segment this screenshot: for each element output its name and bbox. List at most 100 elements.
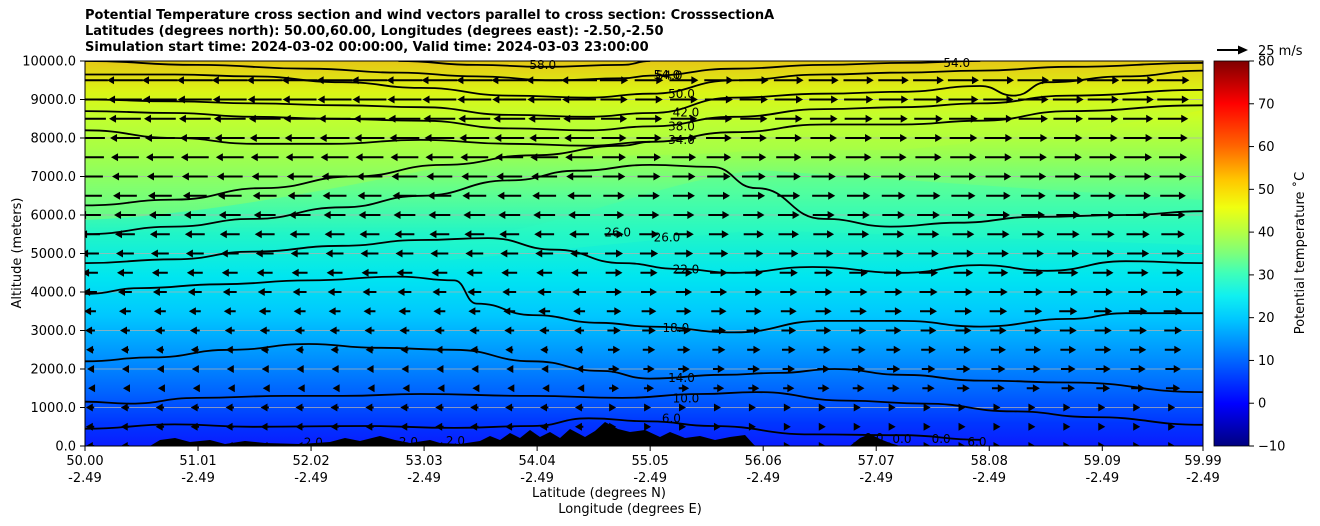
wind-vector	[352, 95, 387, 104]
wind-vector	[954, 307, 973, 316]
wind-vector	[1059, 326, 1077, 335]
wind-vector	[146, 172, 173, 181]
wind-vector	[915, 153, 942, 162]
wind-vector	[470, 345, 479, 354]
y-tick-label: 0.0	[55, 440, 76, 455]
wind-vector	[642, 326, 656, 335]
wind-vector	[1129, 326, 1147, 335]
wind-vector	[818, 403, 826, 412]
wind-vector	[85, 98, 107, 101]
wind-vector	[985, 172, 1012, 181]
wind-vector	[435, 345, 444, 354]
wind-vector	[387, 95, 422, 104]
wind-vector	[144, 134, 175, 142]
wind-vector	[1090, 191, 1116, 200]
wind-vector	[606, 307, 622, 316]
wind-vector	[85, 403, 95, 412]
wind-vector	[574, 403, 584, 412]
wind-vector	[535, 249, 554, 258]
x-axis-label-latitude: Latitude (degrees N)	[532, 486, 666, 501]
wind-vector	[604, 230, 624, 239]
wind-vector	[426, 172, 453, 181]
wind-vector	[747, 365, 760, 373]
y-tick-label: 3000.0	[31, 324, 77, 339]
wind-vector	[295, 422, 304, 431]
wind-vector	[116, 249, 134, 258]
wind-vector	[601, 134, 627, 142]
colorbar-tick-label: 0	[1258, 397, 1266, 412]
wind-vector	[1160, 211, 1186, 219]
wind-vector	[808, 76, 839, 85]
wind-vector	[577, 384, 585, 393]
x-tick-label-lat: 57.07	[858, 454, 895, 469]
wind-vector	[573, 307, 586, 316]
wind-vector	[113, 191, 137, 200]
x-tick-label-lat: 50.00	[66, 454, 103, 469]
wind-vector	[472, 384, 480, 393]
wind-vector	[218, 211, 241, 219]
wind-vector	[293, 307, 306, 316]
y-axis-label: Altitude (meters)	[10, 198, 25, 309]
wind-vector	[605, 268, 623, 277]
wind-vector	[952, 230, 975, 239]
wind-vector	[1125, 211, 1151, 219]
wind-vector	[639, 230, 659, 239]
wind-vector	[85, 137, 105, 139]
wind-vector	[1059, 307, 1078, 316]
wind-vector	[423, 114, 456, 123]
wind-vector	[886, 345, 901, 354]
wind-vector	[884, 268, 904, 277]
wind-vector	[607, 326, 621, 335]
wind-vector	[400, 403, 409, 412]
wind-vector	[601, 114, 628, 123]
wind-vector	[746, 307, 762, 316]
wind-vector	[778, 230, 799, 239]
wind-vector	[288, 211, 311, 219]
wind-vector	[608, 365, 620, 373]
wind-vector	[1054, 153, 1082, 162]
wind-vector	[1023, 268, 1044, 277]
wind-vector	[249, 134, 280, 142]
colorbar-tick-label: 40	[1258, 226, 1275, 241]
wind-vector	[353, 114, 386, 123]
wind-vector	[1164, 326, 1182, 335]
wind-vector	[424, 134, 455, 142]
wind-vector	[1160, 191, 1186, 200]
wind-vector	[252, 191, 277, 200]
wind-vector	[1026, 384, 1040, 393]
wind-vector	[281, 76, 318, 85]
wind-vector	[463, 211, 486, 219]
wind-vector	[494, 134, 525, 142]
wind-vector	[505, 403, 514, 412]
wind-vector	[671, 134, 697, 142]
wind-vector	[108, 95, 142, 104]
wind-vector	[741, 153, 767, 162]
isotherm-line	[85, 417, 981, 441]
wind-vector	[851, 345, 866, 354]
wind-vector	[1159, 172, 1187, 181]
wind-vector	[502, 288, 517, 296]
wind-vector	[815, 307, 832, 316]
wind-vector	[255, 249, 274, 258]
wind-vector	[777, 191, 801, 200]
wind-vector	[991, 365, 1006, 373]
x-tick-label-lon: -2.49	[407, 471, 441, 486]
wind-vector	[1052, 95, 1084, 104]
x-tick-label-lat: 54.04	[519, 454, 556, 469]
y-tick-label: 9000.0	[31, 93, 77, 108]
wind-vector	[813, 230, 835, 239]
wind-vector	[501, 268, 518, 277]
wind-vector	[993, 422, 1001, 431]
wind-vector	[394, 230, 415, 239]
wind-vector	[1161, 249, 1185, 258]
wind-vector	[283, 114, 316, 123]
isotherm-line	[85, 237, 1203, 274]
wind-vector	[609, 384, 620, 393]
wind-vector	[812, 211, 835, 219]
wind-vector	[142, 95, 177, 104]
wind-vector	[783, 422, 791, 431]
wind-vector	[708, 211, 730, 219]
wind-vector	[950, 172, 977, 181]
wind-vector	[1056, 230, 1080, 239]
wind-vector	[643, 384, 655, 393]
